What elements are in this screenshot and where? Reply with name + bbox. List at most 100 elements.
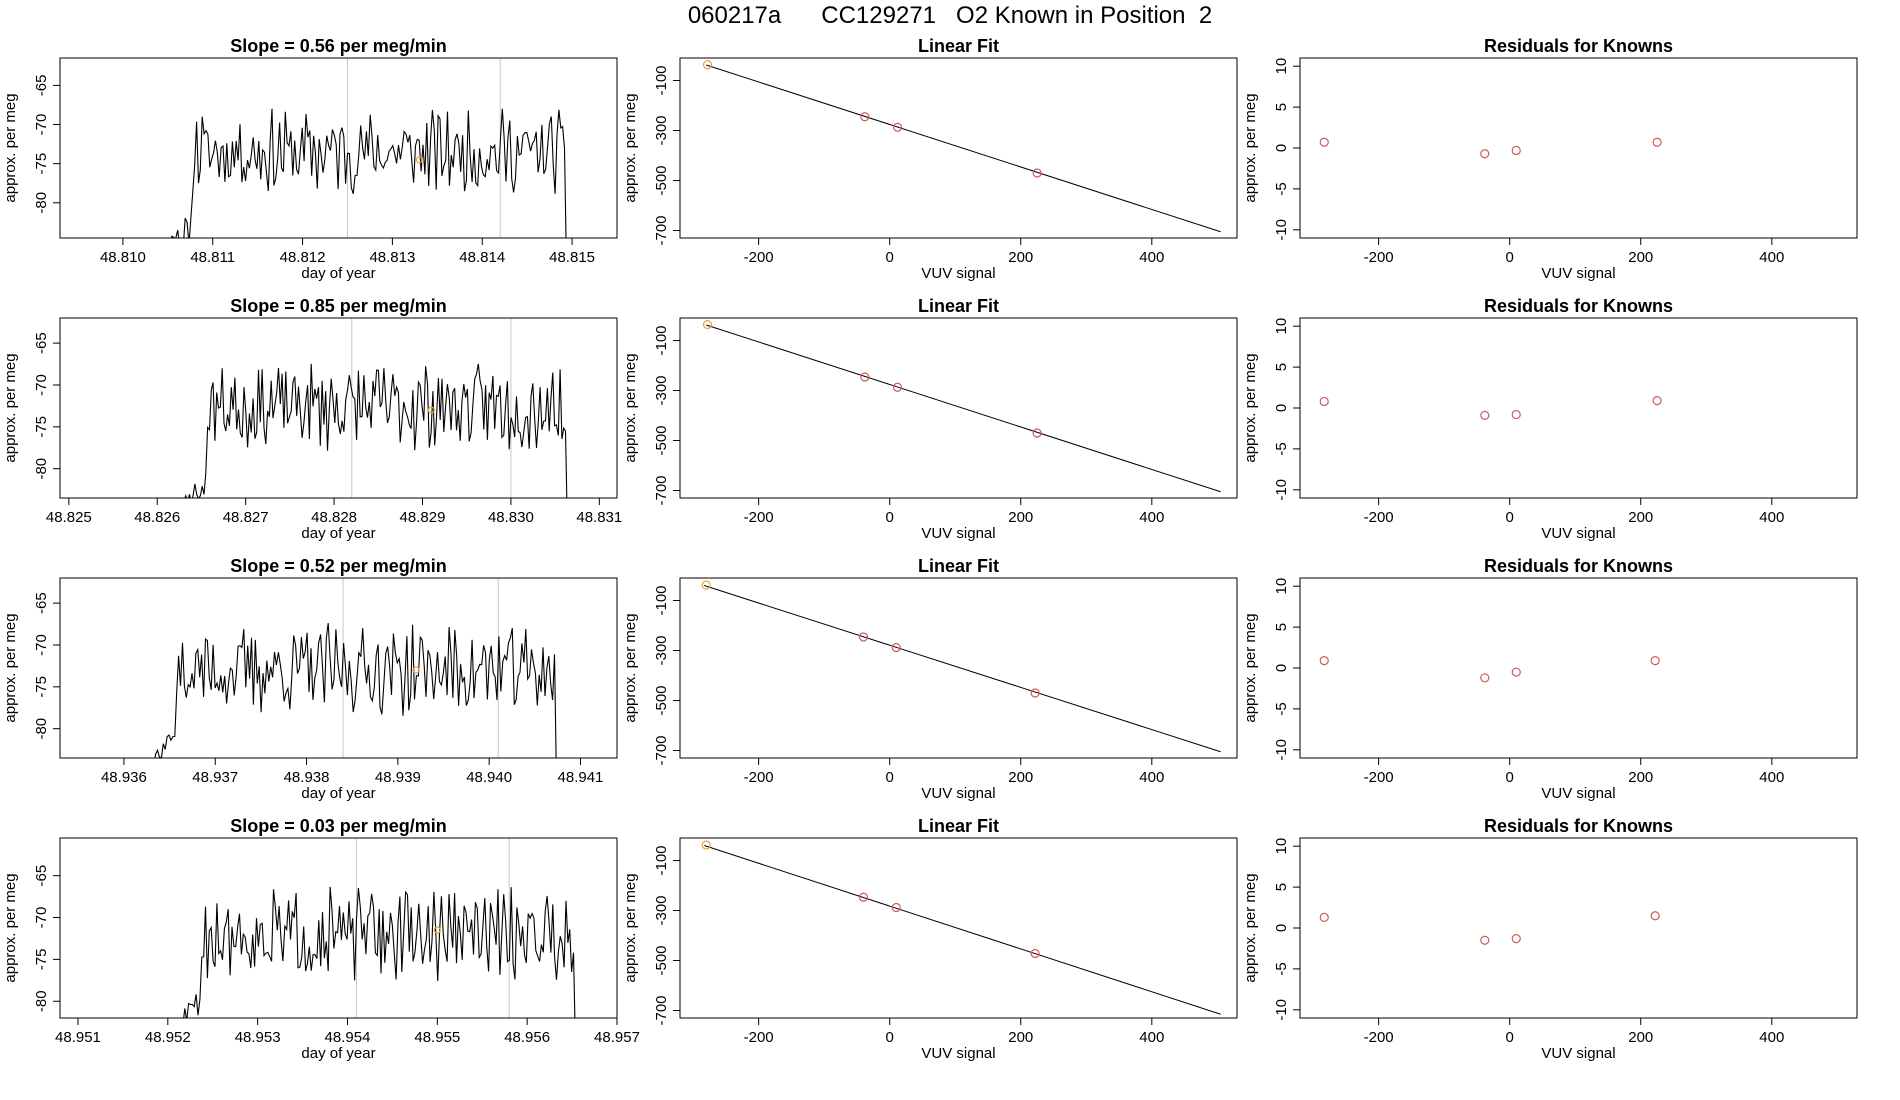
y-tick-label: -70 (33, 634, 50, 656)
y-axis-label: approx. per meg (1242, 873, 1259, 982)
x-tick-label: 0 (886, 1029, 894, 1046)
x-tick-label: 48.829 (400, 509, 446, 526)
y-tick-label: -300 (653, 895, 670, 925)
known-point (860, 112, 870, 122)
y-tick-label: -70 (33, 114, 50, 136)
y-tick-label: -700 (653, 215, 670, 245)
x-tick-label: 48.956 (504, 1029, 550, 1046)
panel-title: Slope = 0.85 per meg/min (230, 296, 447, 316)
plot-area (1319, 137, 1662, 159)
plot-frame (1299, 577, 1858, 759)
y-tick-label: 0 (1273, 404, 1290, 412)
plot-area (1319, 656, 1660, 683)
residual-point (1319, 656, 1329, 666)
panel-title: Linear Fit (918, 36, 999, 56)
plot-frame (679, 837, 1238, 1019)
y-tick-label: -700 (653, 995, 670, 1025)
y-tick-label: -75 (33, 153, 50, 175)
residual-point (1480, 935, 1490, 945)
y-tick-label: -70 (33, 907, 50, 929)
plot-frame (59, 57, 618, 239)
residual-point (1511, 145, 1521, 156)
known-point (858, 892, 869, 902)
panel-title: Slope = 0.56 per meg/min (230, 36, 447, 56)
x-tick-label: 400 (1759, 249, 1784, 266)
y-tick-label: -80 (33, 458, 50, 480)
x-tick-label: 200 (1628, 769, 1653, 786)
x-tick-label: 200 (1008, 249, 1033, 266)
y-tick-label: -75 (33, 949, 50, 971)
plot-area (702, 319, 1221, 493)
x-tick-label: -200 (744, 769, 774, 786)
plot-area (1319, 396, 1662, 420)
known-point (1032, 168, 1042, 178)
standard-marker (412, 666, 420, 674)
y-tick-label: -65 (33, 332, 50, 354)
x-tick-label: 400 (1139, 1029, 1164, 1046)
x-tick-label: 200 (1628, 1029, 1653, 1046)
x-axis-label: VUV signal (921, 525, 995, 542)
y-tick-label: -300 (653, 375, 670, 405)
plot-frame (1299, 317, 1858, 499)
y-tick-label: -5 (1273, 442, 1290, 455)
standard-marker (427, 406, 435, 414)
y-tick-label: -80 (33, 718, 50, 740)
panel-title: Linear Fit (918, 556, 999, 576)
y-tick-label: -75 (33, 416, 50, 438)
x-tick-label: -200 (1364, 249, 1394, 266)
plot-area (702, 60, 1221, 233)
y-tick-label: 10 (1273, 578, 1290, 595)
panel-title: Linear Fit (918, 296, 999, 316)
x-tick-label: 48.938 (284, 769, 330, 786)
plot-frame (1299, 57, 1858, 239)
panel-title: Residuals for Knowns (1484, 816, 1673, 836)
standard-marker (415, 156, 423, 164)
x-tick-label: -200 (744, 509, 774, 526)
y-tick-label: -10 (1273, 999, 1290, 1021)
y-tick-label: -100 (653, 845, 670, 875)
series-line (181, 363, 568, 498)
y-axis-label: approx. per meg (2, 873, 19, 982)
plot-frame (59, 837, 618, 1019)
x-tick-label: 48.828 (311, 509, 357, 526)
y-tick-label: -80 (33, 990, 50, 1012)
standard-point (701, 840, 711, 850)
x-tick-label: 0 (1506, 509, 1514, 526)
known-point (1030, 948, 1040, 959)
y-tick-label: -10 (1273, 219, 1290, 241)
residual-point (1650, 656, 1660, 666)
x-axis-label: VUV signal (1541, 785, 1615, 802)
x-tick-label: 48.940 (466, 769, 512, 786)
plot-frame (1299, 837, 1858, 1019)
known-point (892, 382, 903, 392)
x-tick-label: 200 (1628, 249, 1653, 266)
y-tick-label: -500 (653, 165, 670, 195)
panel-title: Slope = 0.52 per meg/min (230, 556, 447, 576)
standard-marker (433, 926, 441, 934)
y-axis-label: approx. per meg (1242, 353, 1259, 462)
plot-frame (679, 317, 1238, 499)
x-tick-label: 48.955 (414, 1029, 460, 1046)
plot-area (701, 580, 1221, 753)
x-tick-label: 48.810 (100, 249, 146, 266)
x-tick-label: 48.957 (594, 1029, 640, 1046)
residual-point (1511, 409, 1521, 420)
x-tick-label: -200 (1364, 1029, 1394, 1046)
y-tick-label: -100 (653, 325, 670, 355)
y-tick-label: 10 (1273, 838, 1290, 855)
x-axis-label: VUV signal (1541, 525, 1615, 542)
y-axis-label: approx. per meg (622, 613, 639, 722)
x-tick-label: 48.827 (223, 509, 269, 526)
x-tick-label: 48.951 (55, 1029, 101, 1046)
x-tick-label: 400 (1759, 769, 1784, 786)
y-tick-label: -700 (653, 735, 670, 765)
x-axis-label: VUV signal (1541, 265, 1615, 282)
series-line (154, 623, 557, 758)
y-axis-label: approx. per meg (2, 353, 19, 462)
x-tick-label: 48.814 (459, 249, 505, 266)
y-axis-label: approx. per meg (1242, 93, 1259, 202)
y-tick-label: -10 (1273, 479, 1290, 501)
residual-point (1652, 396, 1662, 406)
fit-line (704, 585, 1221, 753)
x-tick-label: 48.936 (101, 769, 147, 786)
